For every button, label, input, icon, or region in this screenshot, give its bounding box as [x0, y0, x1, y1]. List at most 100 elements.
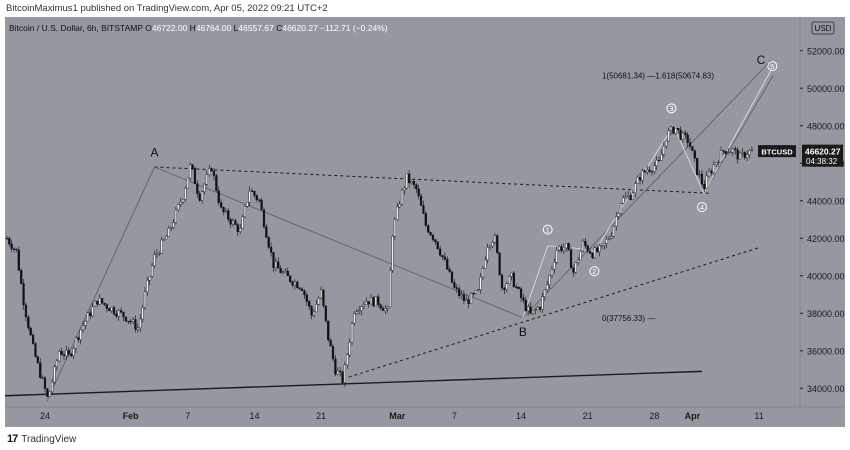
- candle-body: [684, 132, 687, 136]
- candle-body: [553, 262, 556, 270]
- candle-body: [598, 245, 601, 252]
- candle-body: [120, 310, 123, 313]
- fib-level-label: 0(37756.33) —: [602, 314, 655, 323]
- candle-body: [643, 170, 646, 173]
- candle-body: [460, 294, 463, 296]
- candle-body: [703, 184, 706, 189]
- candle-body: [619, 202, 623, 214]
- fib-level-label: 1(50681.34) —1.618(50674.83): [602, 72, 714, 81]
- candle-body: [453, 282, 456, 288]
- candle-body: [336, 370, 339, 375]
- candle-body: [429, 232, 432, 236]
- candle-body: [688, 142, 692, 147]
- candle-body: [170, 227, 173, 229]
- candle-body: [660, 154, 663, 161]
- candle-body: [167, 227, 170, 237]
- time-tick-label: 14: [249, 411, 259, 421]
- candle-body: [31, 334, 35, 344]
- candle-body: [717, 162, 720, 164]
- price-tick-label: 38000.00: [807, 309, 845, 319]
- candle-body: [51, 381, 54, 393]
- candle-body: [260, 199, 263, 211]
- candle-body: [105, 304, 108, 309]
- candle-body: [415, 184, 418, 190]
- candle-body: [350, 323, 354, 343]
- candle-body: [474, 290, 477, 294]
- candle-body: [458, 288, 461, 296]
- candle-body: [467, 299, 470, 304]
- publication-caption: BitcoinMaximus1 published on TradingView…: [6, 3, 328, 14]
- candle-body: [15, 248, 18, 251]
- candle-body: [427, 225, 430, 233]
- currency-badge: [811, 21, 835, 35]
- wave-trendline: [703, 74, 774, 194]
- candle-body: [579, 250, 582, 261]
- time-tick-label: 28: [649, 411, 659, 421]
- candle-body: [317, 298, 320, 305]
- candle-body: [215, 175, 218, 191]
- price-tick-label: 40000.00: [807, 271, 845, 281]
- candle-body: [17, 249, 20, 271]
- candle-body: [334, 358, 337, 375]
- candle-body: [446, 259, 449, 270]
- last-price-value: 46620.27: [805, 147, 841, 157]
- time-tick-label: Feb: [123, 411, 140, 421]
- candle-body: [98, 298, 101, 305]
- candle-body: [112, 307, 116, 315]
- candle-body: [448, 268, 451, 272]
- candle-body: [70, 353, 73, 356]
- candle-body: [729, 151, 732, 154]
- candle-body: [550, 269, 554, 276]
- candle-body: [710, 171, 713, 174]
- candle-body: [162, 238, 166, 241]
- time-tick-label: 21: [316, 411, 326, 421]
- candle-body: [572, 267, 575, 273]
- candle-body: [629, 195, 632, 200]
- candle-body: [503, 287, 506, 290]
- candle-body: [131, 319, 135, 323]
- candle-body: [534, 309, 537, 311]
- candle-body: [422, 205, 425, 214]
- candle-body: [496, 235, 499, 253]
- tradingview-brand[interactable]: TradingView: [21, 433, 77, 445]
- candle-body: [210, 168, 213, 172]
- candle-body: [81, 325, 85, 331]
- candle-body: [562, 247, 565, 252]
- wave-trendline: [46, 166, 155, 402]
- candle-body: [191, 164, 194, 169]
- wave-number-circle: [696, 202, 707, 213]
- candle-body: [674, 127, 677, 134]
- candle-body: [141, 307, 144, 320]
- candle-body: [348, 342, 351, 356]
- candle-body: [267, 237, 270, 248]
- candle-body: [577, 259, 580, 263]
- wave-label-b: B: [519, 325, 527, 339]
- candle-body: [734, 148, 737, 151]
- currency-label: USD: [815, 24, 832, 33]
- candle-body: [181, 198, 185, 203]
- candle-body: [696, 157, 699, 175]
- candle-body: [281, 271, 285, 274]
- candle-body: [41, 377, 44, 379]
- btc-price-chart[interactable]: 52000.0050000.0048000.0046000.0044000.00…: [5, 17, 845, 427]
- candle-body: [627, 195, 630, 197]
- candle-body: [246, 202, 249, 207]
- candle-body: [384, 308, 387, 311]
- candle-body: [239, 228, 242, 232]
- candle-body: [331, 346, 335, 360]
- candle-body: [681, 132, 684, 140]
- wave-number-circle: [666, 103, 677, 114]
- dashed-trendline: [154, 166, 710, 194]
- candle-body: [196, 183, 199, 194]
- candle-body: [555, 250, 558, 263]
- candle-body: [512, 272, 515, 288]
- candle-body: [412, 181, 416, 185]
- candle-body: [150, 265, 154, 277]
- candle-body: [129, 320, 132, 323]
- candle-body: [203, 184, 206, 192]
- candle-body: [172, 222, 175, 228]
- candle-body: [372, 297, 375, 307]
- candle-body: [305, 294, 308, 302]
- candle-body: [84, 320, 87, 326]
- candle-body: [10, 243, 13, 250]
